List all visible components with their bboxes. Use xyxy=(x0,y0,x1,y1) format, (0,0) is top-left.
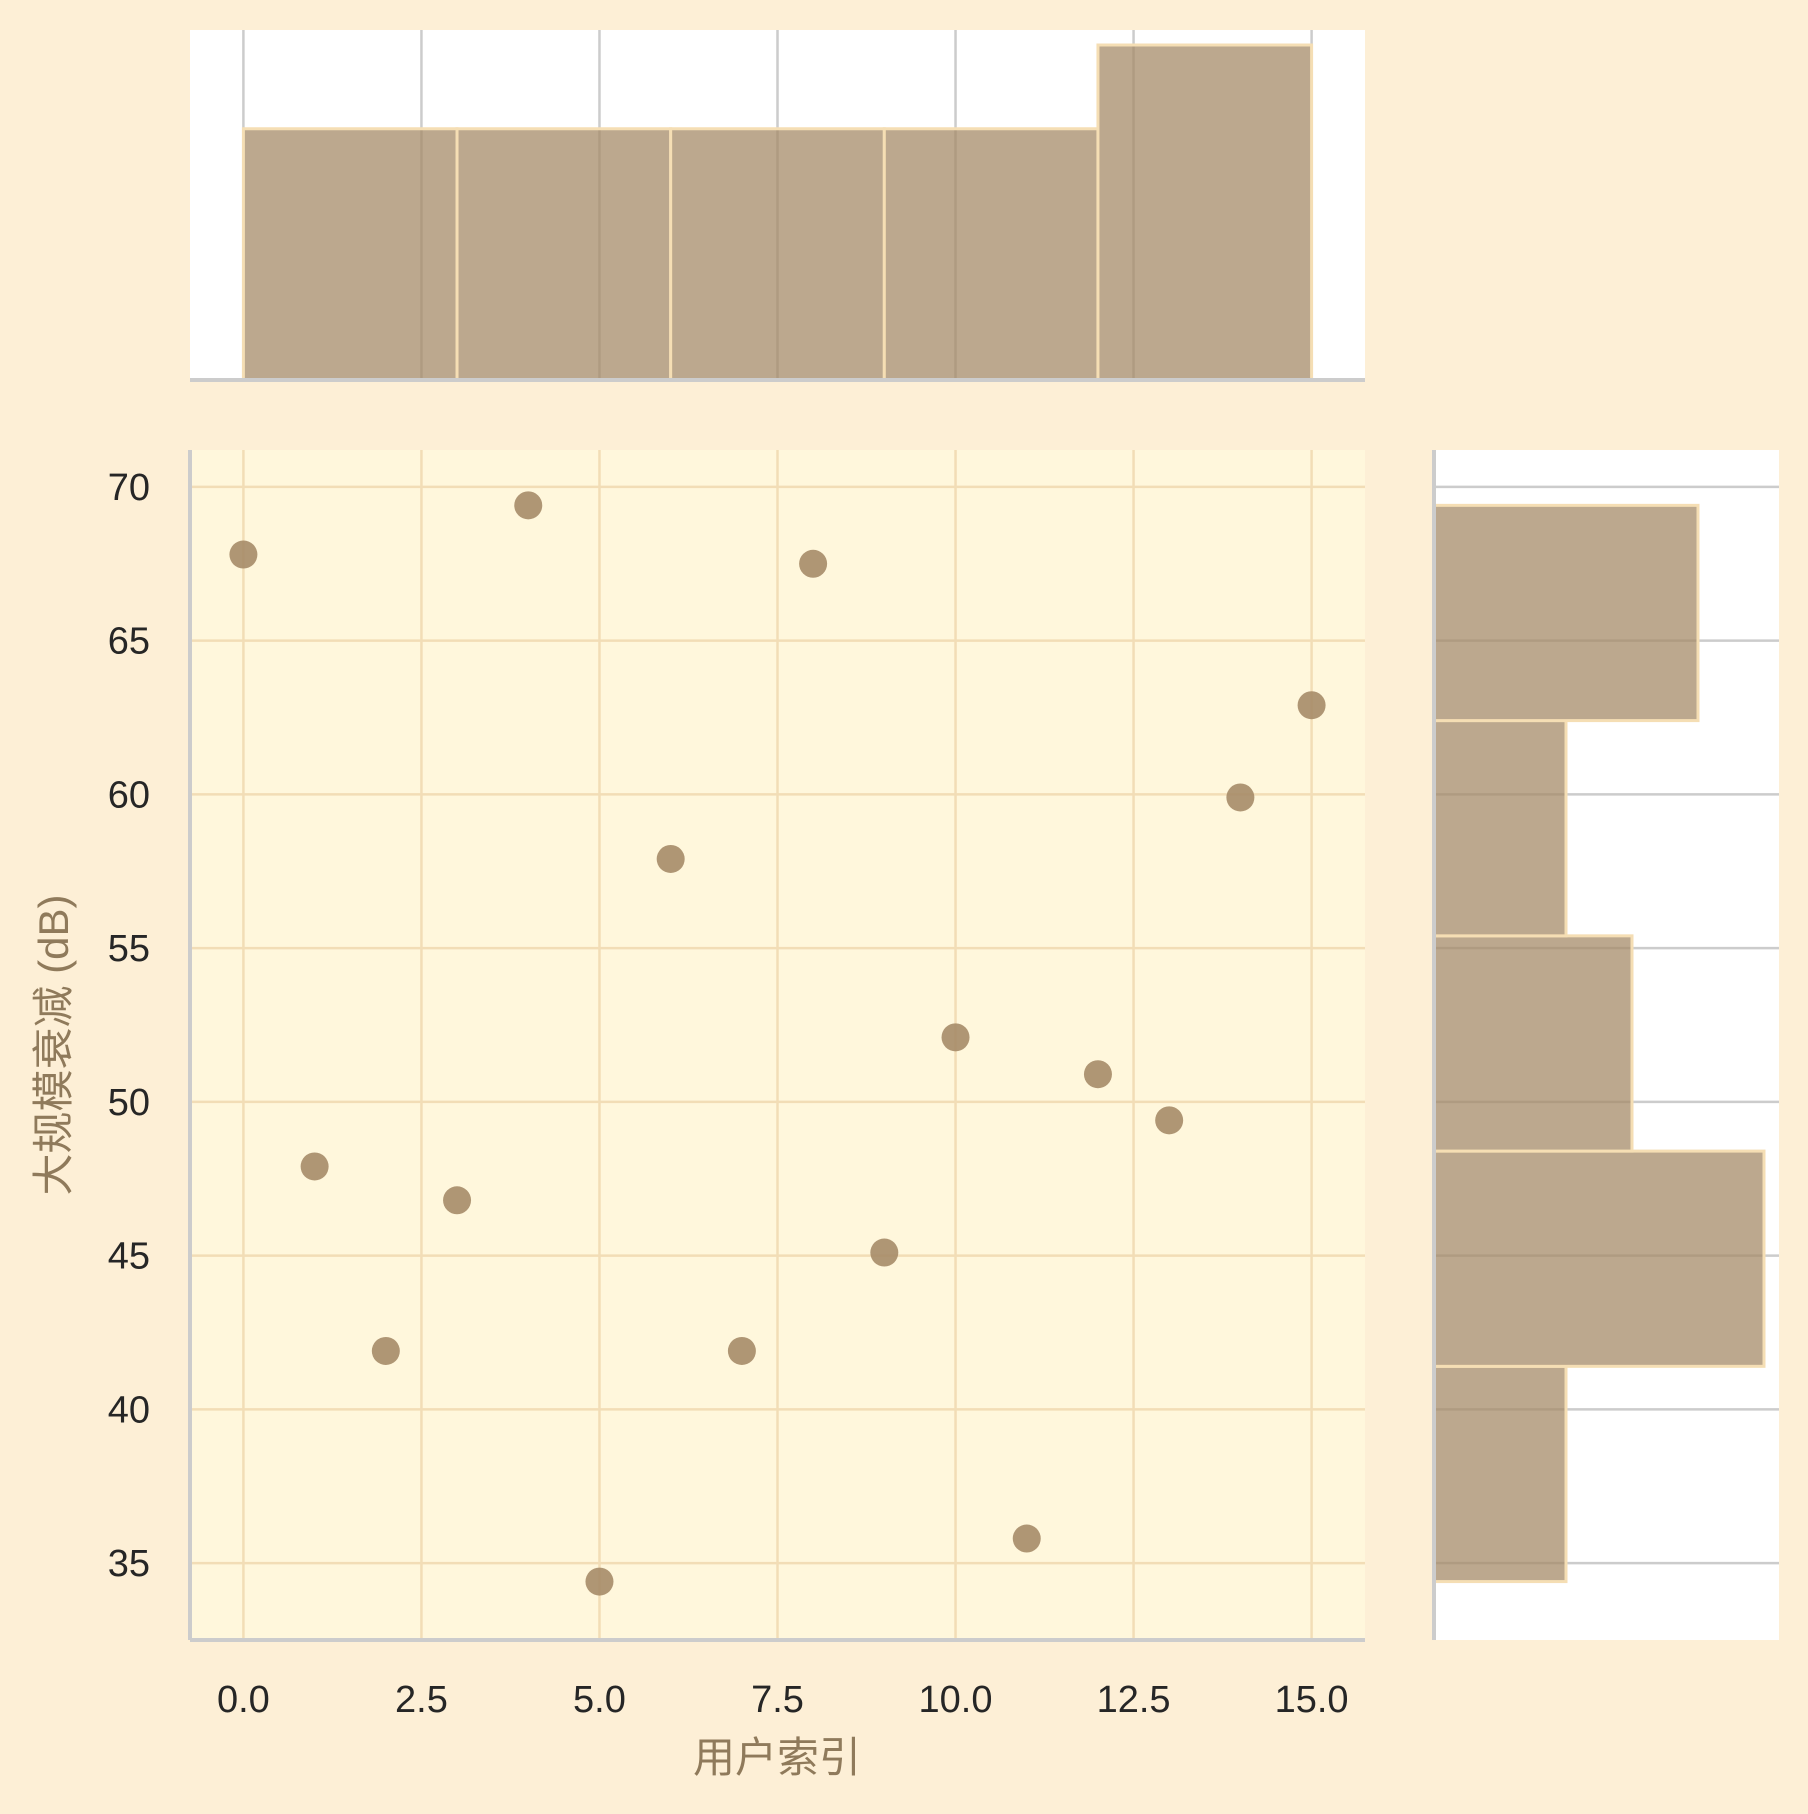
y-tick-label: 35 xyxy=(108,1543,150,1585)
scatter-point xyxy=(870,1238,899,1267)
scatter-point xyxy=(585,1567,614,1596)
marginal-x-bars xyxy=(241,43,1314,382)
x-axis-label: 用户索引 xyxy=(693,1734,861,1781)
scatter-point xyxy=(1226,783,1255,812)
scatter-point xyxy=(799,549,828,578)
y-tick-label: 70 xyxy=(108,467,150,509)
scatter-point xyxy=(727,1336,756,1365)
x-tick-label: 15.0 xyxy=(1275,1679,1349,1721)
marginal-y-histogram xyxy=(1432,450,1779,1640)
marginal-y-bars xyxy=(1432,503,1766,1584)
scatter-plot: 0.0 2.5 5.0 7.5 10.0 12.5 15.0 35 40 45 50 55 60 65 7… xyxy=(108,450,1365,1721)
marginal-y-bar xyxy=(1432,503,1700,723)
scatter-point xyxy=(229,540,258,569)
x-tick-labels: 0.0 2.5 5.0 7.5 10.0 12.5 15.0 xyxy=(217,1679,1349,1721)
y-tick-label: 65 xyxy=(108,621,150,663)
scatter-point xyxy=(1012,1524,1041,1553)
marginal-x-bar xyxy=(241,127,459,382)
scatter-point xyxy=(1297,691,1326,720)
scatter-point xyxy=(300,1152,329,1181)
marginal-x-histogram xyxy=(190,30,1365,382)
marginal-x-bar xyxy=(455,127,673,382)
scatter-point xyxy=(941,1023,970,1052)
marginal-x-bar xyxy=(669,127,886,382)
marginal-x-bar xyxy=(882,127,1100,382)
marginal-y-bar xyxy=(1432,1364,1568,1584)
y-tick-label: 50 xyxy=(108,1082,150,1124)
x-tick-label: 12.5 xyxy=(1097,1679,1171,1721)
scatter-point xyxy=(443,1186,472,1215)
y-tick-labels: 35 40 45 50 55 60 65 70 xyxy=(108,467,150,1585)
y-tick-label: 55 xyxy=(108,928,150,970)
y-tick-label: 60 xyxy=(108,774,150,816)
marginal-y-bar xyxy=(1432,1149,1766,1368)
scatter-point xyxy=(656,844,685,873)
x-tick-label: 2.5 xyxy=(395,1679,448,1721)
marginal-y-bar xyxy=(1432,719,1568,938)
x-tick-label: 5.0 xyxy=(573,1679,626,1721)
scatter-point xyxy=(514,491,543,520)
scatter-point xyxy=(371,1336,400,1365)
marginal-x-bar xyxy=(1096,43,1314,382)
y-tick-label: 40 xyxy=(108,1389,150,1431)
scatter-point xyxy=(1155,1106,1184,1135)
x-tick-label: 10.0 xyxy=(919,1679,993,1721)
scatter-point xyxy=(1083,1060,1112,1089)
scatter-points xyxy=(229,491,1326,1596)
x-tick-label: 7.5 xyxy=(751,1679,804,1721)
y-axis-label: 大规模衰减 (dB) xyxy=(30,894,77,1195)
y-tick-label: 45 xyxy=(108,1236,150,1278)
x-tick-label: 0.0 xyxy=(217,1679,270,1721)
marginal-y-bar xyxy=(1432,934,1634,1153)
